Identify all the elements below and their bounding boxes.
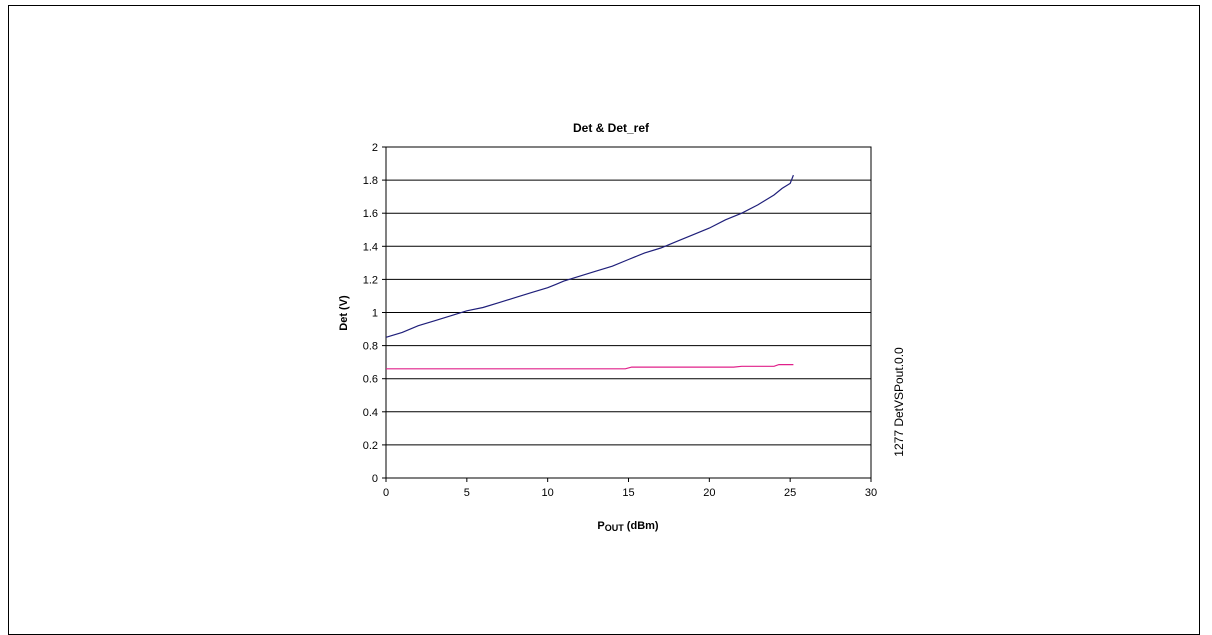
- y-tick-label: 0.4: [363, 407, 378, 419]
- x-tick-label: 10: [542, 487, 554, 499]
- side-label: 1277 DetVSPout.0.0: [892, 347, 906, 457]
- series-line-2: [386, 364, 794, 370]
- x-axis-label: POUT (dBm): [597, 520, 659, 533]
- y-tick-label: 0.6: [363, 374, 378, 386]
- chart-title: Det & Det_ref: [573, 121, 650, 135]
- y-tick-label: 0.2: [363, 440, 378, 452]
- x-axis-label-sub: OUT: [605, 523, 625, 533]
- chart-frame: [8, 5, 1200, 635]
- x-axis-label-main: P: [597, 520, 604, 532]
- y-tick-label: 0.8: [363, 341, 378, 353]
- x-tick-label: 0: [383, 487, 389, 499]
- series-group: [385, 174, 794, 370]
- x-axis-label-unit: (dBm): [624, 520, 659, 532]
- y-tick-label: 2: [372, 142, 378, 154]
- grid: [386, 179, 871, 446]
- x-tick-label: 30: [865, 487, 877, 499]
- x-tick-label: 20: [703, 487, 715, 499]
- y-ticks: 0 0.2 0.4 0.6 0.8 1 1.2 1.4 1.6 1.8 2: [363, 142, 386, 485]
- y-tick-label: 0: [372, 473, 378, 485]
- x-ticks: 0 5 10 15 20 25 30: [383, 478, 877, 499]
- y-tick-label: 1: [372, 308, 378, 320]
- y-tick-label: 1.2: [363, 274, 378, 286]
- x-tick-label: 15: [622, 487, 634, 499]
- y-tick-label: 1.8: [363, 175, 378, 187]
- y-tick-label: 1.4: [363, 241, 378, 253]
- x-tick-label: 5: [464, 487, 470, 499]
- y-axis-label: Det (V): [338, 295, 350, 331]
- series-line-1: [385, 174, 794, 338]
- y-tick-label: 1.6: [363, 208, 378, 220]
- chart: Det & Det_ref 0 0.2 0.4 0.6 0.8 1 1.2 1.4 1.6 1.8…: [338, 121, 906, 533]
- x-tick-label: 25: [784, 487, 796, 499]
